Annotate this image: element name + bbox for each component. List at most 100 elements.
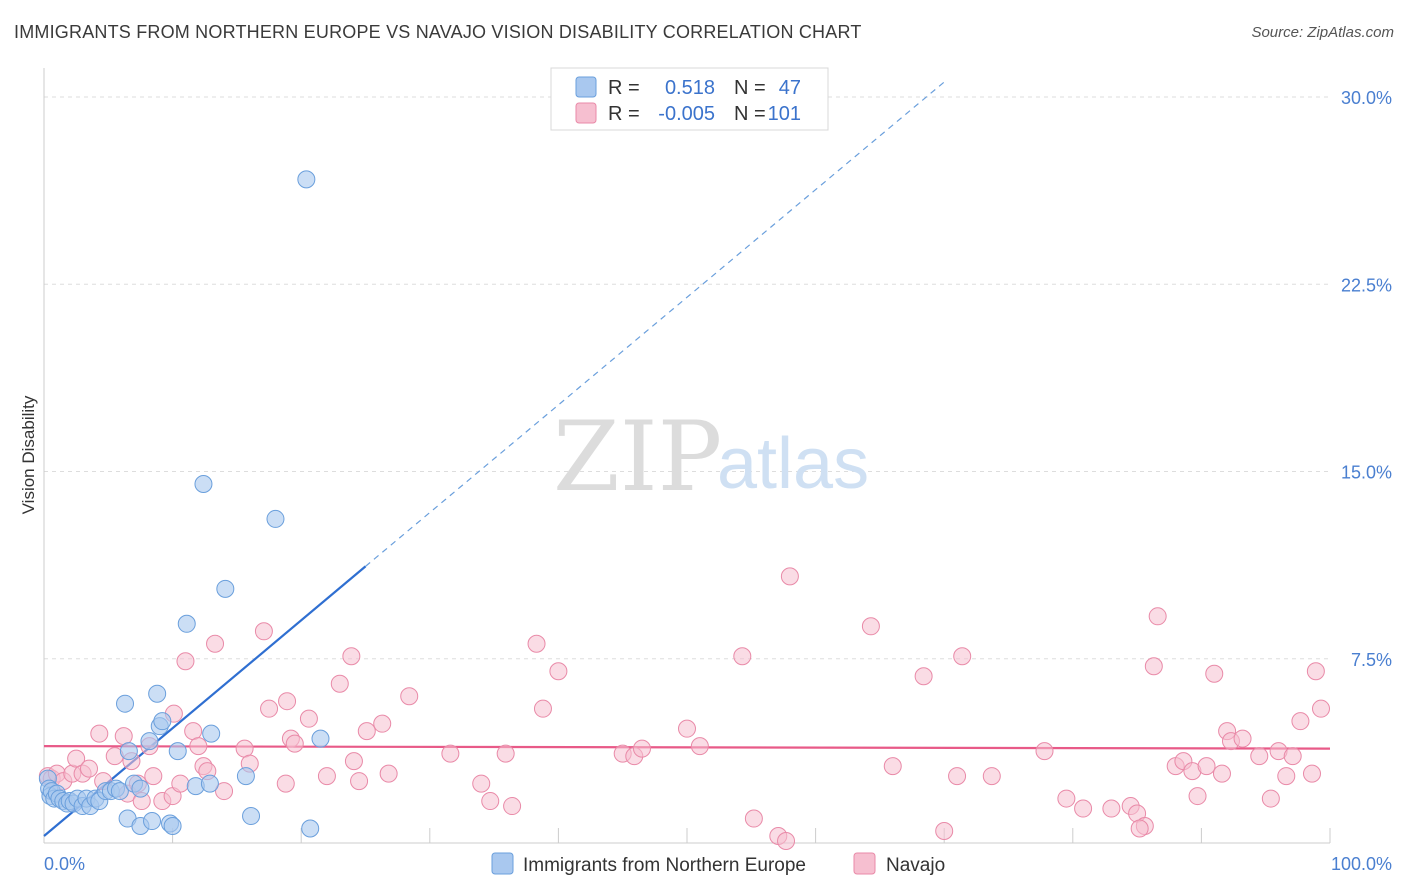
navajo-point	[678, 719, 696, 738]
navajo-point	[1306, 662, 1325, 681]
navajo-point	[982, 767, 1001, 786]
northern-europe-trend-extension	[365, 81, 945, 567]
watermark-atlas: atlas	[717, 424, 869, 504]
legend-r-label: R =	[608, 103, 640, 125]
legend-pink-swatch	[575, 102, 597, 124]
navajo-point	[373, 714, 392, 733]
navajo-point	[285, 734, 304, 753]
northern-europe-points	[38, 170, 330, 838]
navajo-point	[235, 739, 254, 758]
navajo-point	[67, 749, 86, 768]
source-credit: Source: ZipAtlas.com	[1251, 24, 1394, 41]
navajo-point	[350, 772, 369, 791]
navajo-point	[1311, 699, 1330, 718]
navajo-point	[114, 727, 133, 746]
northern-europe-point	[177, 614, 196, 633]
navajo-point	[481, 792, 500, 811]
navajo-point	[184, 722, 203, 741]
bottom-legend: Immigrants from Northern Europe Navajo	[491, 852, 945, 876]
navajo-point	[1233, 729, 1252, 748]
northern-europe-point	[266, 509, 285, 528]
navajo-point	[317, 767, 336, 786]
northern-europe-point	[116, 694, 135, 713]
bottom-legend-label: Navajo	[886, 855, 945, 876]
navajo-point	[549, 662, 568, 681]
navajo-point	[342, 647, 361, 666]
navajo-point	[1035, 742, 1054, 761]
legend-n-value: 101	[768, 103, 801, 125]
navajo-point	[948, 767, 967, 786]
y-tick-labels: 7.5% 15.0% 22.5% 30.0%	[1341, 88, 1392, 670]
navajo-point	[1261, 789, 1280, 808]
navajo-point	[1130, 819, 1149, 838]
navajo-point	[1197, 757, 1216, 776]
northern-europe-point	[202, 724, 221, 743]
navajo-point	[1148, 607, 1167, 626]
navajo-point	[914, 667, 933, 686]
navajo-point	[215, 782, 234, 801]
northern-europe-point	[131, 779, 150, 798]
legend-n-label: N =	[734, 77, 766, 99]
navajo-point	[80, 759, 99, 778]
navajo-point	[189, 737, 208, 756]
navajo-point	[299, 709, 318, 728]
legend-box	[550, 67, 829, 131]
navajo-point	[254, 622, 273, 641]
legend: R = 0.518 N = 47 R = -0.005 N = 101	[550, 67, 829, 131]
navajo-point	[1283, 747, 1302, 766]
navajo-point	[1057, 789, 1076, 808]
navajo-point	[690, 737, 709, 756]
northern-europe-point	[216, 579, 235, 598]
navajo-point	[861, 617, 880, 636]
x-tick-label: 100.0%	[1331, 854, 1392, 874]
navajo-point	[1144, 657, 1163, 676]
legend-n-label: N =	[734, 103, 766, 125]
navajo-point	[780, 567, 799, 586]
bottom-legend-label: Immigrants from Northern Europe	[523, 855, 806, 876]
legend-r-value: 0.518	[665, 77, 715, 99]
legend-n-value: 47	[779, 77, 801, 99]
navajo-point	[1188, 787, 1207, 806]
bottom-legend-pink-swatch	[853, 852, 876, 875]
navajo-point	[503, 797, 522, 816]
northern-europe-point	[194, 474, 213, 493]
northern-europe-point	[163, 817, 182, 836]
navajo-point	[744, 809, 763, 828]
legend-r-label: R =	[608, 77, 640, 99]
northern-europe-point	[311, 729, 330, 748]
navajo-point	[260, 699, 279, 718]
navajo-point	[176, 652, 195, 671]
navajo-point	[935, 822, 954, 841]
northern-europe-point	[119, 742, 138, 761]
legend-r-value: -0.005	[658, 103, 715, 125]
navajo-point	[1277, 767, 1296, 786]
navajo-point	[379, 764, 398, 783]
navajo-point	[1074, 799, 1093, 818]
navajo-point	[144, 767, 163, 786]
navajo-point	[1291, 712, 1310, 731]
navajo-point	[206, 634, 225, 653]
navajo-point	[632, 739, 651, 758]
navajo-point	[883, 757, 902, 776]
navajo-trend-line	[43, 745, 1331, 750]
navajo-point	[472, 774, 491, 793]
navajo-point	[90, 724, 109, 743]
northern-europe-point	[140, 732, 159, 751]
navajo-point	[171, 774, 190, 793]
navajo-point	[400, 687, 419, 706]
northern-europe-point	[168, 742, 187, 761]
northern-europe-point	[200, 774, 219, 793]
navajo-point	[344, 752, 363, 771]
navajo-point	[330, 674, 349, 693]
northern-europe-point	[110, 782, 129, 801]
navajo-point	[533, 699, 552, 718]
navajo-point	[1212, 764, 1231, 783]
navajo-point	[733, 647, 752, 666]
chart-title: IMMIGRANTS FROM NORTHERN EUROPE VS NAVAJ…	[14, 22, 862, 42]
bottom-legend-blue-swatch	[491, 852, 514, 875]
northern-europe-point	[297, 170, 316, 189]
navajo-point	[953, 647, 972, 666]
navajo-point	[496, 744, 515, 763]
northern-europe-point	[301, 819, 320, 838]
